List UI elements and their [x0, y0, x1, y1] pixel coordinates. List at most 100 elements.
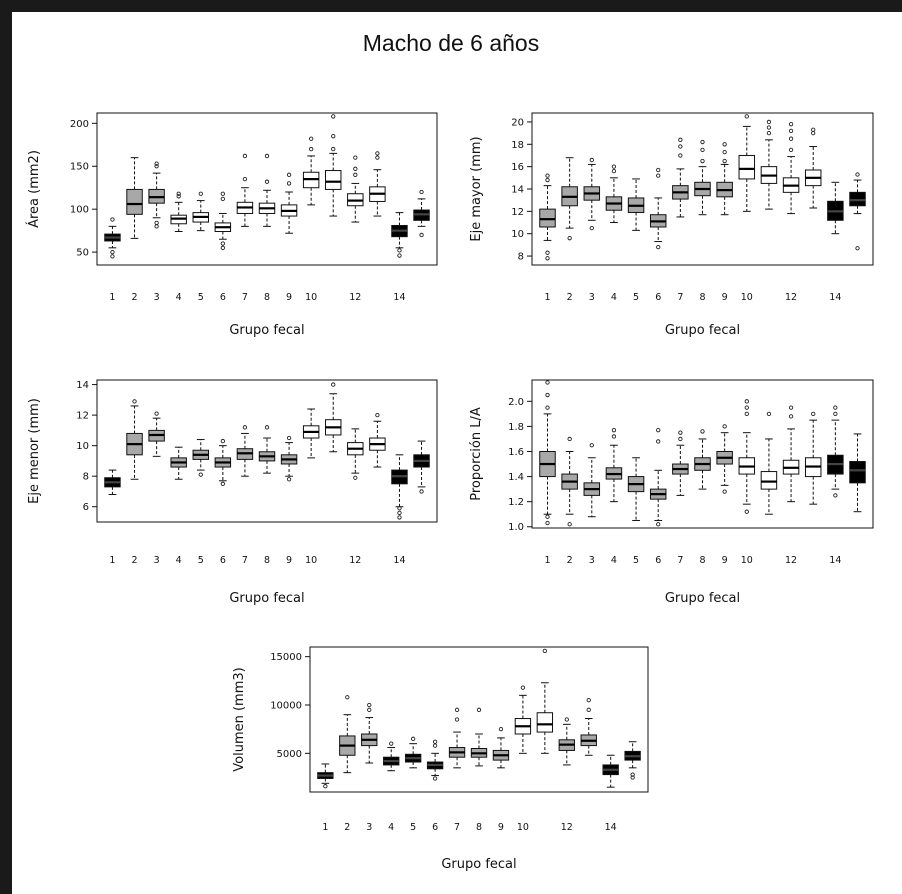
box-group-10 — [514, 685, 532, 754]
box-group-1 — [539, 173, 556, 261]
outlier-point — [154, 224, 159, 229]
outlier-point — [264, 153, 270, 159]
y-axis-label: Eje menor (mm) — [27, 398, 42, 504]
x-tick-label: 3 — [154, 555, 160, 566]
x-tick-label: 4 — [176, 555, 182, 566]
box-group-14 — [391, 454, 408, 520]
outlier-point — [520, 685, 526, 690]
x-tick-label: 5 — [198, 292, 204, 303]
outlier-point — [454, 717, 460, 722]
box-group-12 — [347, 155, 364, 223]
box-group-4 — [383, 741, 400, 772]
x-tick-label: 5 — [410, 822, 416, 833]
outlier-point — [656, 522, 661, 527]
outlier-point — [375, 155, 380, 160]
outlier-point — [375, 151, 380, 156]
outlier-point — [564, 717, 569, 722]
y-tick-label: 8 — [518, 252, 524, 263]
y-tick-label: 12 — [511, 207, 524, 218]
outlier-point — [545, 380, 550, 385]
box-group-3 — [148, 411, 165, 457]
box-group-2 — [126, 157, 143, 239]
outlier-point — [722, 424, 727, 429]
outlier-point — [811, 127, 816, 132]
outlier-point — [766, 119, 772, 125]
x-tick-label: 2 — [132, 292, 138, 303]
box-group-4 — [605, 428, 623, 503]
outlier-point — [154, 164, 159, 169]
box-group-15 — [413, 440, 430, 494]
x-tick-label: 10 — [741, 292, 753, 303]
outlier-point — [176, 194, 181, 199]
outlier-point — [766, 125, 772, 130]
outlier-point — [744, 114, 749, 119]
outlier-point — [110, 254, 115, 259]
box-group-11 — [325, 382, 342, 453]
box-group-1 — [104, 469, 121, 496]
x-tick-label: 14 — [393, 555, 405, 566]
outlier-point — [833, 493, 838, 498]
outlier-point — [545, 514, 550, 519]
outlier-point — [419, 489, 424, 494]
box-group-7 — [236, 153, 254, 227]
outlier-point — [432, 743, 438, 748]
x-tick-label: 9 — [286, 292, 292, 303]
outlier-point — [833, 405, 838, 410]
box-group-9 — [280, 172, 298, 234]
x-tick-label: 4 — [176, 292, 182, 303]
plot-area-border — [309, 646, 649, 793]
box-group-5 — [627, 178, 645, 231]
outlier-point — [766, 411, 772, 417]
outlier-point — [309, 146, 314, 152]
y-tick-label: 5000 — [277, 749, 302, 760]
outlier-point — [611, 164, 617, 169]
outlier-point — [220, 438, 225, 444]
outlier-point — [589, 157, 594, 163]
x-tick-label: 1 — [109, 292, 115, 303]
plot-area-border — [531, 379, 874, 529]
x-tick-label: 5 — [198, 555, 204, 566]
outlier-point — [589, 225, 594, 231]
x-tick-label: 12 — [349, 292, 361, 303]
box-group-8 — [470, 707, 488, 767]
x-axis-label: Grupo fecal — [441, 857, 516, 872]
x-tick-label: 5 — [633, 292, 639, 303]
outlier-point — [788, 122, 794, 127]
x-tick-label: 1 — [322, 822, 328, 833]
outlier-point — [589, 443, 594, 448]
outlier-point — [411, 736, 416, 741]
outlier-point — [545, 256, 550, 261]
outlier-point — [722, 158, 727, 164]
x-tick-label: 4 — [611, 292, 617, 303]
x-tick-label: 10 — [305, 292, 317, 303]
outlier-point — [611, 168, 617, 174]
outlier-point — [722, 489, 727, 494]
outlier-point — [722, 142, 727, 147]
x-tick-label: 14 — [393, 292, 405, 303]
outlier-point — [220, 481, 225, 486]
box-group-12 — [558, 717, 575, 766]
outlier-point — [323, 784, 328, 789]
x-tick-label: 7 — [454, 822, 460, 833]
outlier-point — [611, 434, 617, 439]
outlier-point — [397, 253, 402, 258]
box-group-4 — [170, 191, 187, 233]
x-tick-label: 12 — [561, 822, 573, 833]
outlier-point — [353, 155, 358, 160]
box — [126, 188, 143, 215]
box-group-11 — [760, 411, 778, 515]
box-group-8 — [694, 429, 711, 490]
x-tick-label: 9 — [722, 292, 728, 303]
box-group-14 — [391, 212, 408, 258]
outlier-point — [176, 191, 181, 196]
x-tick-label: 1 — [544, 292, 550, 303]
x-tick-label: 14 — [605, 822, 617, 833]
outlier-point — [397, 506, 402, 511]
outlier-point — [833, 411, 838, 417]
y-axis-label: Volumen (mm3) — [232, 667, 247, 771]
outlier-point — [788, 414, 794, 419]
outlier-point — [220, 191, 225, 196]
box-group-5 — [192, 439, 209, 477]
outlier-point — [656, 439, 661, 444]
